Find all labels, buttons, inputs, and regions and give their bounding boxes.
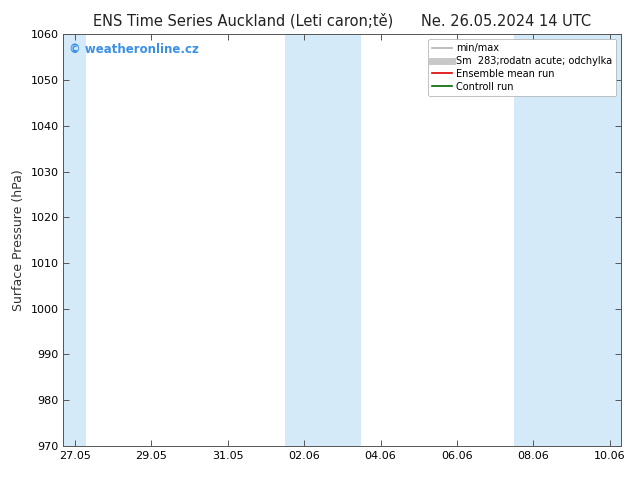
Bar xyxy=(285,34,361,446)
Y-axis label: Surface Pressure (hPa): Surface Pressure (hPa) xyxy=(12,169,25,311)
Title: ENS Time Series Auckland (Leti caron;tě)      Ne. 26.05.2024 14 UTC: ENS Time Series Auckland (Leti caron;tě)… xyxy=(93,13,592,29)
Bar xyxy=(63,34,86,446)
Legend: min/max, Sm  283;rodatn acute; odchylka, Ensemble mean run, Controll run: min/max, Sm 283;rodatn acute; odchylka, … xyxy=(428,39,616,96)
Text: © weatheronline.cz: © weatheronline.cz xyxy=(69,43,199,55)
Bar xyxy=(514,34,621,446)
